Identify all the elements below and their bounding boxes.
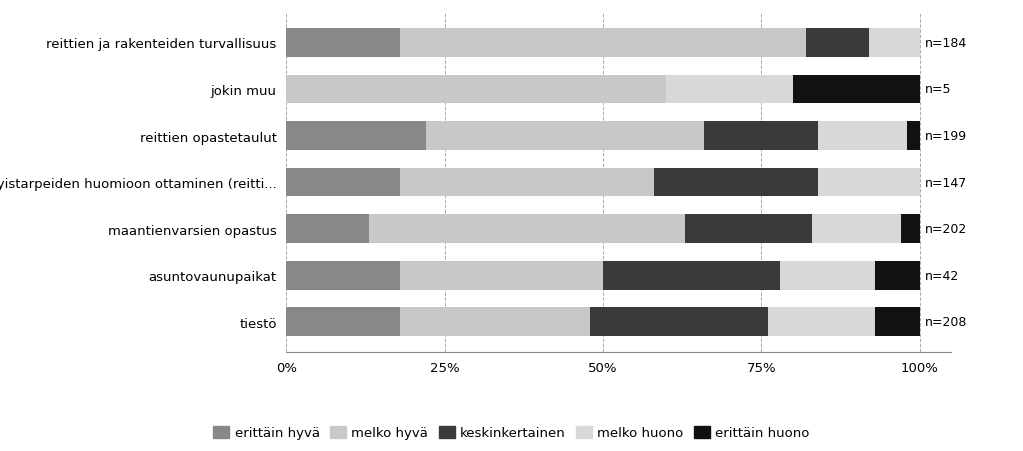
Legend: erittäin hyvä, melko hyvä, keskinkertainen, melko huono, erittäin huono: erittäin hyvä, melko hyvä, keskinkertain… [209, 420, 814, 444]
Bar [286, 75, 666, 104]
Text: n=5: n=5 [925, 83, 951, 96]
Text: n=184: n=184 [925, 37, 967, 50]
Bar [812, 215, 900, 244]
Bar [368, 215, 685, 244]
Bar [590, 308, 767, 336]
Bar [400, 29, 806, 58]
Text: n=208: n=208 [925, 316, 967, 328]
Bar [705, 122, 818, 151]
Bar [876, 308, 920, 336]
Bar [654, 168, 818, 197]
Bar [870, 29, 920, 58]
Bar [806, 29, 870, 58]
Bar [286, 261, 400, 290]
Bar [426, 122, 705, 151]
Text: n=202: n=202 [925, 223, 967, 235]
Bar [400, 168, 654, 197]
Text: n=199: n=199 [925, 130, 967, 143]
Bar [286, 308, 400, 336]
Bar [767, 308, 876, 336]
Text: n=147: n=147 [925, 176, 967, 189]
Bar [400, 308, 590, 336]
Bar [400, 261, 604, 290]
Text: n=42: n=42 [925, 269, 959, 282]
Bar [900, 215, 920, 244]
Bar [604, 261, 781, 290]
Bar [286, 215, 368, 244]
Bar [781, 261, 876, 290]
Bar [286, 168, 400, 197]
Bar [907, 122, 920, 151]
Bar [876, 261, 920, 290]
Bar [818, 122, 907, 151]
Bar [286, 122, 426, 151]
Bar [286, 29, 400, 58]
Bar [685, 215, 812, 244]
Bar [818, 168, 920, 197]
Bar [666, 75, 793, 104]
Bar [793, 75, 920, 104]
